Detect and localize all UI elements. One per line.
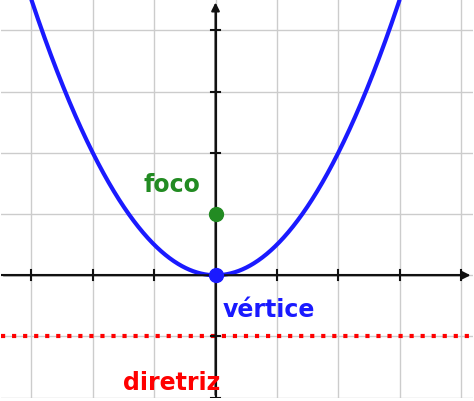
Point [212, 272, 219, 279]
Text: vértice: vértice [223, 297, 315, 321]
Text: foco: foco [143, 172, 200, 196]
Point [212, 211, 219, 218]
Text: diretriz: diretriz [123, 370, 221, 394]
